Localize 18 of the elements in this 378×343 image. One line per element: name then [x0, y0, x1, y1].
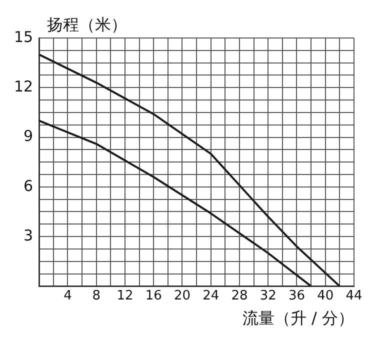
y-axis-title: 扬程（米） [47, 15, 128, 34]
x-tick-label: 36 [288, 288, 306, 304]
x-tick-label: 24 [202, 288, 220, 304]
x-axis-title: 流量（升 / 分） [242, 308, 354, 328]
x-tick-label: 40 [317, 288, 334, 304]
x-tick-label: 8 [92, 288, 100, 304]
x-tick-label: 12 [116, 288, 134, 304]
x-tick-label: 20 [174, 288, 191, 304]
y-tick-label: 12 [14, 78, 34, 96]
y-tick-label: 9 [24, 127, 34, 146]
x-tick-label: 16 [145, 288, 162, 304]
x-tick-label: 32 [260, 288, 276, 304]
y-tick-label: 3 [24, 226, 34, 244]
x-tick-label: 44 [346, 288, 362, 304]
x-tick-label: 28 [231, 288, 248, 304]
y-tick-label: 15 [14, 28, 34, 46]
y-tick-label: 6 [24, 176, 34, 195]
x-tick-label: 4 [64, 288, 72, 304]
